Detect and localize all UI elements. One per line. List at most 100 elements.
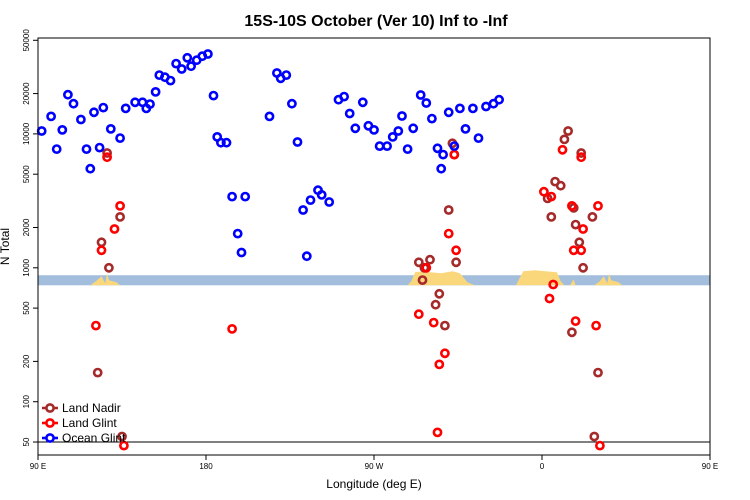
data-point — [91, 320, 101, 331]
data-point — [51, 144, 62, 154]
data-point — [324, 197, 335, 207]
data-point — [595, 440, 605, 451]
background-band — [38, 275, 710, 286]
data-point — [350, 123, 361, 134]
chart-title: 15S-10S October (Ver 10) Inf to -Inf — [244, 13, 508, 30]
data-point — [421, 262, 432, 273]
data-point — [436, 163, 447, 174]
data-point — [208, 90, 219, 101]
data-point — [428, 317, 439, 328]
data-point — [568, 245, 579, 256]
data-point — [182, 52, 193, 63]
data-point — [202, 49, 213, 59]
data-point — [578, 262, 588, 273]
data-point — [555, 180, 566, 191]
data-point — [171, 58, 181, 69]
data-point — [434, 359, 445, 370]
data-point — [105, 123, 116, 134]
data-point — [425, 254, 435, 265]
y-tick-label: 500 — [22, 301, 31, 315]
legend-marker — [45, 403, 55, 413]
legend-item: Ocean Glint — [42, 431, 126, 445]
y-tick-label: 1000 — [22, 258, 31, 276]
x-tick-label: 90 E — [702, 462, 718, 471]
data-point — [382, 141, 392, 151]
data-point — [443, 107, 454, 118]
data-point — [215, 137, 226, 148]
data-point — [539, 186, 549, 197]
data-point — [85, 163, 96, 174]
data-point — [96, 245, 107, 256]
series-land-glint — [91, 144, 605, 451]
land-region-1 — [90, 273, 121, 286]
data-point — [589, 431, 600, 442]
data-point — [578, 224, 588, 234]
data-point — [117, 431, 127, 442]
data-point — [563, 126, 573, 136]
data-point — [98, 102, 109, 113]
data-point — [432, 143, 443, 154]
data-point — [397, 111, 407, 121]
data-point — [89, 107, 99, 118]
data-point — [301, 251, 312, 262]
data-point — [46, 111, 56, 122]
data-point — [415, 90, 426, 100]
data-point — [240, 191, 251, 202]
data-point — [439, 320, 450, 331]
x-tick-label: 180 — [199, 462, 213, 471]
data-point — [94, 142, 105, 153]
data-point — [316, 189, 327, 200]
data-point — [92, 367, 103, 378]
data-point — [298, 205, 308, 215]
y-tick-label: 50 — [22, 437, 31, 446]
data-point — [102, 152, 112, 163]
data-point — [369, 124, 379, 135]
data-point — [357, 97, 368, 108]
data-point — [559, 134, 570, 145]
legend-marker — [45, 418, 55, 428]
data-point — [264, 111, 275, 122]
data-point — [417, 275, 428, 285]
data-point — [576, 245, 587, 256]
data-point — [557, 144, 568, 155]
data-point — [96, 237, 107, 248]
data-point — [227, 323, 237, 334]
data-point — [451, 245, 461, 256]
data-point — [374, 141, 385, 151]
series-ocean-glint — [36, 49, 504, 262]
data-point — [544, 293, 555, 304]
y-tick-label: 20000 — [22, 82, 31, 105]
data-point — [546, 211, 557, 222]
y-tick-label: 10000 — [22, 122, 31, 145]
legend-item: Land Glint — [42, 416, 117, 430]
data-point — [119, 440, 129, 451]
data-point — [481, 101, 491, 112]
data-point — [36, 126, 47, 136]
data-point — [165, 75, 176, 86]
axes: 90 E 180 90 W 0 90 E 50 100 200 500 1000 2000 5000 1… — [22, 29, 718, 471]
y-tick-label: 2000 — [22, 218, 31, 236]
data-point — [221, 137, 232, 148]
data-point — [281, 70, 292, 80]
x-tick-label: 90 W — [365, 462, 384, 471]
data-point — [102, 148, 112, 158]
data-point — [548, 279, 559, 290]
data-point — [292, 137, 303, 147]
data-point — [593, 367, 603, 378]
data-point — [402, 144, 413, 154]
data-point — [567, 327, 577, 338]
data-point — [150, 87, 161, 97]
data-point — [567, 200, 577, 211]
data-point — [339, 91, 349, 102]
data-point — [104, 262, 114, 273]
data-point — [413, 257, 424, 268]
data-point — [443, 205, 454, 215]
y-tick-label: 200 — [22, 354, 31, 368]
data-point — [305, 195, 316, 205]
data-point — [68, 98, 79, 109]
data-point — [443, 228, 454, 239]
data-point — [57, 124, 68, 135]
data-point — [186, 61, 196, 72]
data-point — [494, 94, 504, 105]
data-point — [473, 133, 484, 143]
